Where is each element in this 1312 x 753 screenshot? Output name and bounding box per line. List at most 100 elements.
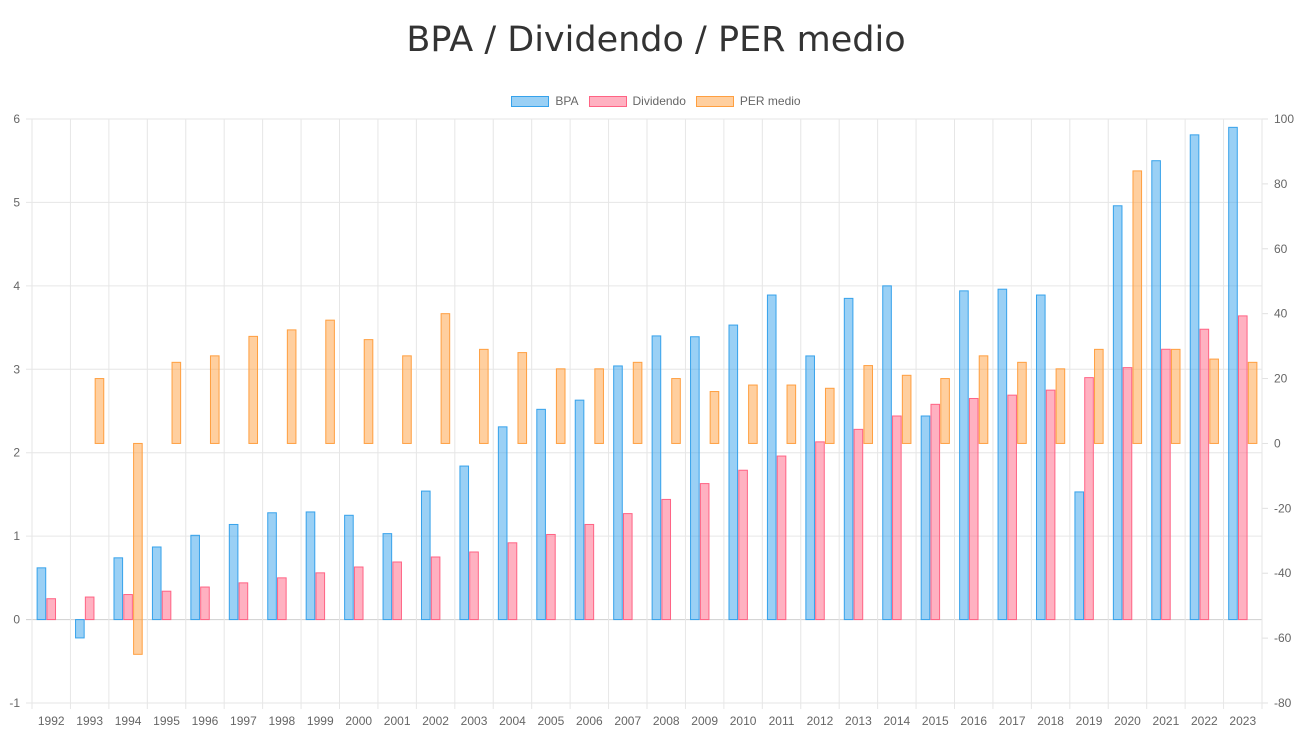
bar-bpa: [766, 294, 777, 621]
bar-per-medio: [133, 442, 143, 655]
legend-swatch-per-medio: [695, 95, 734, 107]
x-tick-label: 2007: [614, 714, 641, 728]
x-tick-label: 1996: [192, 714, 219, 728]
bar-dividendo: [1161, 348, 1171, 621]
bar-bpa: [1112, 205, 1123, 621]
bar-per-medio: [479, 348, 489, 444]
x-tick-label: 2009: [691, 714, 718, 728]
bar-per-medio: [824, 387, 835, 444]
bar-bpa: [459, 465, 470, 621]
bar-per-medio: [709, 391, 720, 444]
y-left-tick-label: 0: [13, 613, 20, 627]
y-right-tick-label: 80: [1274, 177, 1288, 191]
x-tick-label: 1993: [76, 714, 103, 728]
bar-dividendo: [892, 415, 902, 621]
bar-bpa: [1035, 294, 1046, 621]
bar-dividendo: [776, 455, 787, 621]
bar-per-medio: [1094, 348, 1104, 444]
legend-swatch-bpa: [511, 95, 550, 107]
x-tick-label: 2013: [845, 714, 872, 728]
bar-bpa: [959, 290, 969, 621]
legend-label-dividendo: Dividendo: [632, 94, 686, 108]
y-right-tick-label: -80: [1274, 696, 1292, 710]
bar-dividendo: [1237, 315, 1248, 621]
x-tick-label: 2019: [1076, 714, 1103, 728]
x-tick-label: 2005: [538, 714, 565, 728]
bar-dividendo: [584, 523, 595, 621]
y-left-tick-label: 4: [13, 279, 20, 293]
bar-dividendo: [1084, 377, 1094, 621]
bar-bpa: [805, 355, 815, 621]
bar-bpa: [1189, 134, 1200, 621]
bar-per-medio: [786, 384, 797, 444]
x-tick-label: 2008: [653, 714, 680, 728]
bar-per-medio: [286, 329, 297, 444]
x-tick-label: 2011: [769, 714, 795, 728]
y-right-tick-label: -60: [1274, 631, 1292, 645]
bar-bpa: [690, 336, 700, 621]
legend-label-bpa: BPA: [555, 94, 579, 108]
bar-dividendo: [968, 397, 979, 621]
bar-bpa: [1151, 160, 1161, 621]
bar-dividendo: [622, 513, 633, 621]
x-tick-label: 1997: [230, 714, 257, 728]
legend-item-dividendo[interactable]: Dividendo: [588, 94, 686, 108]
y-left-tick-label: 2: [13, 446, 20, 460]
x-tick-label: 2001: [384, 714, 411, 728]
y-right-tick-label: 0: [1274, 436, 1281, 450]
bar-per-medio: [555, 368, 566, 444]
y-right-tick-label: -20: [1274, 501, 1292, 515]
bar-bpa: [382, 533, 393, 621]
x-tick-label: 2006: [576, 714, 603, 728]
bar-per-medio: [594, 368, 604, 444]
y-right-tick-label: 100: [1274, 112, 1294, 126]
bar-dividendo: [815, 441, 825, 621]
bar-dividendo: [507, 542, 518, 621]
x-tick-label: 2004: [499, 714, 526, 728]
bar-per-medio: [440, 313, 451, 444]
legend-item-per-medio[interactable]: PER medio: [695, 94, 801, 108]
x-tick-label: 2023: [1229, 714, 1256, 728]
x-tick-label: 2000: [345, 714, 372, 728]
y-right-tick-label: -40: [1274, 566, 1292, 580]
bar-dividendo: [392, 561, 402, 621]
bar-dividendo: [1199, 328, 1210, 621]
bar-dividendo: [430, 556, 441, 621]
bar-dividendo: [277, 577, 287, 621]
bar-per-medio: [171, 361, 182, 444]
bar-per-medio: [978, 355, 989, 444]
bar-per-medio: [325, 319, 335, 444]
bar-dividendo: [738, 469, 748, 621]
x-tick-label: 2010: [730, 714, 757, 728]
bar-per-medio: [1209, 358, 1219, 444]
bar-per-medio: [901, 374, 912, 444]
y-left-tick-label: -1: [9, 696, 20, 710]
bar-bpa: [997, 288, 1008, 621]
bar-dividendo: [84, 596, 95, 621]
x-tick-label: 2015: [922, 714, 949, 728]
x-tick-label: 2022: [1191, 714, 1218, 728]
legend-swatch-dividendo: [588, 95, 627, 107]
bar-dividendo: [1007, 394, 1017, 621]
bar-bpa: [36, 567, 47, 621]
x-tick-label: 2017: [999, 714, 1026, 728]
bar-bpa: [536, 408, 546, 621]
bar-dividendo: [46, 598, 57, 621]
bar-bpa: [574, 399, 585, 621]
x-tick-label: 1999: [307, 714, 334, 728]
bar-per-medio: [1132, 170, 1143, 444]
bar-bpa: [151, 546, 162, 621]
bar-dividendo: [200, 586, 210, 621]
bar-per-medio: [940, 378, 950, 444]
bar-per-medio: [363, 339, 374, 444]
bar-per-medio: [748, 384, 758, 444]
legend-item-bpa[interactable]: BPA: [511, 94, 579, 108]
bar-per-medio: [209, 355, 220, 444]
bar-bpa: [344, 514, 354, 621]
bar-bpa: [1228, 126, 1238, 621]
bar-bpa: [920, 415, 931, 621]
x-tick-label: 1998: [268, 714, 295, 728]
bar-bpa: [882, 285, 892, 621]
bar-dividendo: [123, 594, 133, 621]
